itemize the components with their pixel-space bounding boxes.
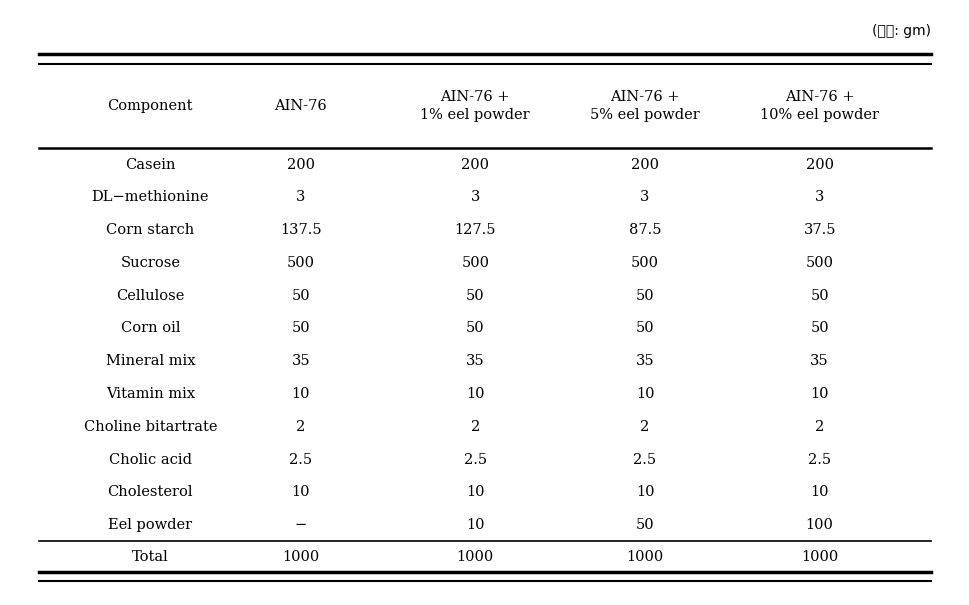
Text: 87.5: 87.5 bbox=[628, 223, 661, 237]
Text: 50: 50 bbox=[635, 289, 654, 302]
Text: 50: 50 bbox=[809, 289, 828, 302]
Text: 500: 500 bbox=[805, 256, 832, 270]
Text: Sucrose: Sucrose bbox=[120, 256, 180, 270]
Text: 10: 10 bbox=[809, 387, 828, 401]
Text: 10: 10 bbox=[465, 518, 484, 532]
Text: 127.5: 127.5 bbox=[454, 223, 495, 237]
Text: Vitamin mix: Vitamin mix bbox=[106, 387, 195, 401]
Text: 500: 500 bbox=[461, 256, 488, 270]
Text: 10: 10 bbox=[465, 485, 484, 499]
Text: 10: 10 bbox=[465, 387, 484, 401]
Text: Mineral mix: Mineral mix bbox=[106, 355, 195, 368]
Text: AIN-76: AIN-76 bbox=[274, 99, 327, 113]
Text: Casein: Casein bbox=[125, 158, 175, 172]
Text: 200: 200 bbox=[461, 158, 488, 172]
Text: 500: 500 bbox=[287, 256, 314, 270]
Text: Cholesterol: Cholesterol bbox=[108, 485, 193, 499]
Text: 1000: 1000 bbox=[800, 549, 837, 564]
Text: 2: 2 bbox=[640, 420, 649, 434]
Text: 35: 35 bbox=[809, 355, 828, 368]
Text: 50: 50 bbox=[291, 289, 310, 302]
Text: 137.5: 137.5 bbox=[280, 223, 321, 237]
Text: 35: 35 bbox=[635, 355, 654, 368]
Text: 2.5: 2.5 bbox=[289, 453, 312, 466]
Text: Component: Component bbox=[108, 99, 193, 113]
Text: 50: 50 bbox=[465, 289, 484, 302]
Text: Choline bitartrate: Choline bitartrate bbox=[83, 420, 217, 434]
Text: 3: 3 bbox=[470, 191, 480, 204]
Text: 2.5: 2.5 bbox=[633, 453, 656, 466]
Text: 1000: 1000 bbox=[626, 549, 663, 564]
Text: 2: 2 bbox=[470, 420, 480, 434]
Text: 10: 10 bbox=[635, 387, 654, 401]
Text: 200: 200 bbox=[631, 158, 658, 172]
Text: 200: 200 bbox=[287, 158, 314, 172]
Text: 10: 10 bbox=[809, 485, 828, 499]
Text: AIN-76 +
5% eel powder: AIN-76 + 5% eel powder bbox=[589, 90, 700, 122]
Text: 3: 3 bbox=[640, 191, 649, 204]
Text: 1000: 1000 bbox=[282, 549, 319, 564]
Text: 200: 200 bbox=[805, 158, 832, 172]
Text: 50: 50 bbox=[635, 518, 654, 532]
Text: 50: 50 bbox=[465, 321, 484, 335]
Text: 50: 50 bbox=[809, 321, 828, 335]
Text: AIN-76 +
1% eel powder: AIN-76 + 1% eel powder bbox=[420, 90, 530, 122]
Text: Eel powder: Eel powder bbox=[109, 518, 192, 532]
Text: Cholic acid: Cholic acid bbox=[109, 453, 192, 466]
Text: 35: 35 bbox=[465, 355, 484, 368]
Text: 2.5: 2.5 bbox=[807, 453, 830, 466]
Text: DL−methionine: DL−methionine bbox=[91, 191, 209, 204]
Text: 35: 35 bbox=[291, 355, 310, 368]
Text: 100: 100 bbox=[805, 518, 832, 532]
Text: 10: 10 bbox=[291, 485, 310, 499]
Text: 50: 50 bbox=[291, 321, 310, 335]
Text: 2.5: 2.5 bbox=[463, 453, 486, 466]
Text: 2: 2 bbox=[814, 420, 824, 434]
Text: 2: 2 bbox=[296, 420, 305, 434]
Text: 50: 50 bbox=[635, 321, 654, 335]
Text: 500: 500 bbox=[631, 256, 658, 270]
Text: 3: 3 bbox=[296, 191, 305, 204]
Text: Total: Total bbox=[132, 549, 169, 564]
Text: 3: 3 bbox=[814, 191, 824, 204]
Text: Corn oil: Corn oil bbox=[120, 321, 180, 335]
Text: −: − bbox=[295, 518, 306, 532]
Text: Corn starch: Corn starch bbox=[107, 223, 194, 237]
Text: 10: 10 bbox=[635, 485, 654, 499]
Text: AIN-76 +
10% eel powder: AIN-76 + 10% eel powder bbox=[760, 90, 878, 122]
Text: Cellulose: Cellulose bbox=[116, 289, 184, 302]
Text: 10: 10 bbox=[291, 387, 310, 401]
Text: 1000: 1000 bbox=[456, 549, 493, 564]
Text: (단위: gm): (단위: gm) bbox=[871, 24, 930, 38]
Text: 37.5: 37.5 bbox=[802, 223, 835, 237]
